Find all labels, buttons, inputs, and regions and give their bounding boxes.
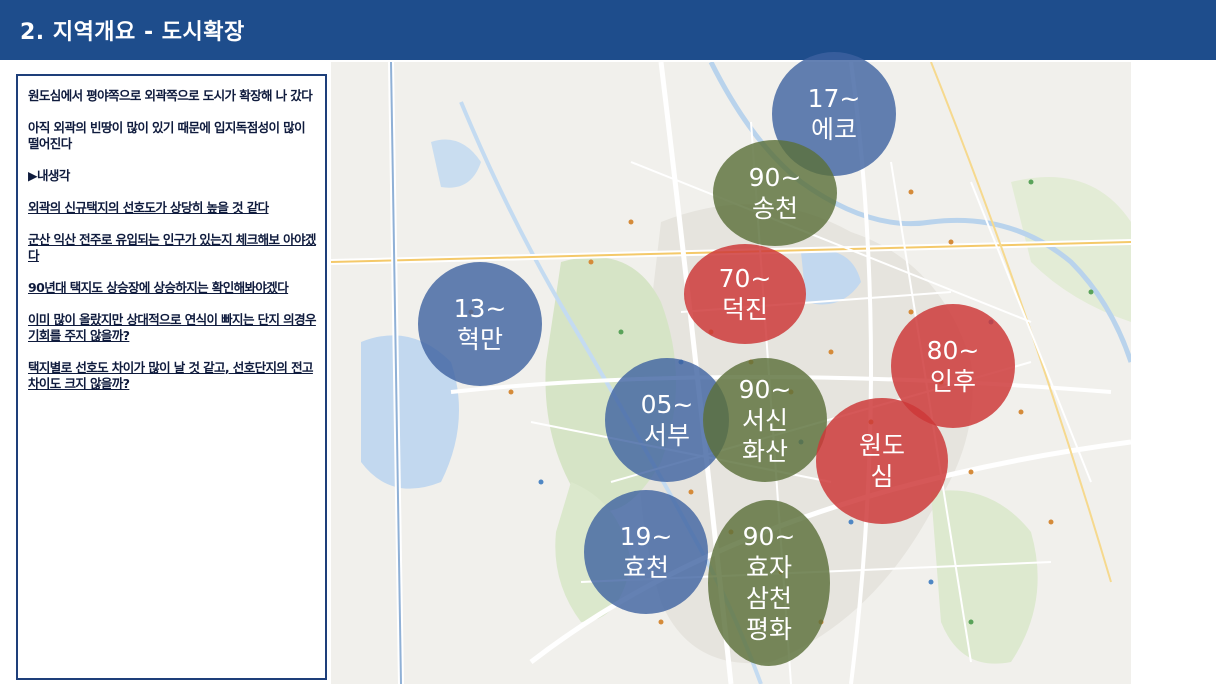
zone-inhu-year: 80~ bbox=[926, 336, 980, 365]
zone-deokjin-name: 덕진 bbox=[721, 295, 768, 324]
zone-hyeokman: 13~ 혁만 bbox=[418, 262, 542, 386]
zone-hwasan-name: 화산 bbox=[741, 436, 788, 466]
notes-panel: 원도심에서 평야쪽으로 외곽쪽으로 도시가 확장해 나 갔다 아직 외곽의 빈땅… bbox=[16, 74, 327, 680]
zone-songcheon: 90~ 송천 bbox=[713, 140, 837, 246]
zone-wondosim: 원도 심 bbox=[816, 398, 948, 524]
zone-pyeonghwa-name: 평화 bbox=[745, 615, 792, 644]
note-1: 원도심에서 평야쪽으로 외곽쪽으로 도시가 확장해 나 갔다 bbox=[28, 88, 313, 103]
zone-seobu-name: 서부 bbox=[643, 421, 690, 450]
zone-deokjin-year: 70~ bbox=[718, 264, 772, 293]
zone-eco-name: 에코 bbox=[810, 115, 857, 144]
zone-wondosim-line2: 심 bbox=[870, 462, 894, 491]
slide-title: 2. 지역개요 - 도시확장 bbox=[20, 20, 245, 45]
note-6: 90년대 택지도 상승장에 상승하지는 확인해봐야겠다 bbox=[28, 280, 289, 295]
zone-wondosim-line1: 원도 bbox=[858, 431, 905, 460]
zone-songcheon-name: 송천 bbox=[751, 194, 798, 223]
slide-header: 2. 지역개요 - 도시확장 bbox=[0, 0, 1216, 60]
zone-inhu-name: 인후 bbox=[929, 367, 976, 396]
note-7: 이미 많이 올랐지만 상대적으로 연식이 빠지는 단지 의경우 기회를 주지 않… bbox=[28, 312, 316, 343]
zone-seobu: 05~ 서부 bbox=[605, 358, 729, 482]
zone-hyeokman-year: 13~ bbox=[453, 294, 507, 323]
zone-hyocheon-year: 19~ bbox=[619, 522, 673, 551]
note-my-thoughts: ▶내생각 bbox=[28, 168, 70, 183]
zone-seosin-hwasan: 90~ 서신 화산 bbox=[703, 358, 827, 482]
zone-hyocheon: 19~ 효천 bbox=[584, 490, 708, 614]
zone-eco-year: 17~ bbox=[807, 84, 861, 113]
zone-hyoja-year: 90~ bbox=[742, 522, 796, 551]
zone-hyocheon-name: 효천 bbox=[622, 553, 669, 582]
zone-samcheon-name: 삼천 bbox=[745, 584, 792, 613]
zone-songcheon-year: 90~ bbox=[748, 163, 802, 192]
zone-hyeokman-name: 혁만 bbox=[456, 325, 503, 354]
note-4: 외곽의 신규택지의 선호도가 상당히 높을 것 같다 bbox=[28, 200, 269, 215]
note-8: 택지별로 선호도 차이가 많이 날 것 같고, 선호단지의 전고차이도 크지 않… bbox=[28, 360, 313, 391]
zone-hyoja-samcheon-pyeonghwa: 90~ 효자 삼천 평화 bbox=[708, 500, 830, 666]
note-5: 군산 익산 전주로 유입되는 인구가 있는지 체크해보 아야겠다 bbox=[28, 232, 316, 263]
zone-seobu-year: 05~ bbox=[640, 390, 694, 419]
zone-hyoja-name: 효자 bbox=[745, 553, 792, 582]
note-2: 아직 외곽의 빈땅이 많이 있기 때문에 입지독점성이 많이 떨어진다 bbox=[28, 120, 306, 151]
zone-deokjin: 70~ 덕진 bbox=[684, 244, 806, 344]
zone-seosin-name: 서신 bbox=[741, 405, 788, 435]
zone-seosin-year: 90~ bbox=[738, 374, 792, 404]
